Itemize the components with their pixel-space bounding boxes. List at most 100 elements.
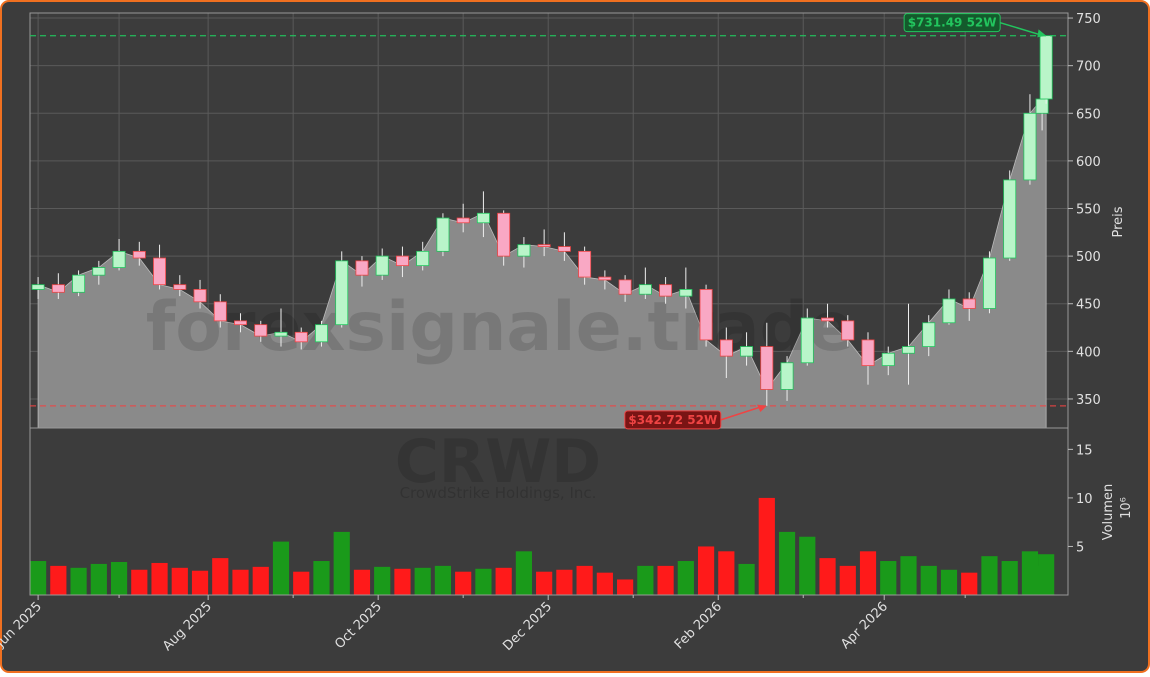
candle-body (274, 331, 288, 337)
volume-bar (151, 562, 168, 595)
candle-body (315, 324, 328, 343)
candle-body (254, 324, 268, 337)
volume-bar (617, 579, 634, 595)
y2-tick-label: 5 (1076, 540, 1084, 555)
volume-bar (252, 566, 269, 595)
volume-bar (556, 569, 573, 595)
candle-body (679, 289, 693, 297)
volume-bar (232, 569, 249, 595)
volume-bar (738, 563, 755, 595)
y-tick-label: 500 (1076, 250, 1101, 265)
volume-bar (536, 571, 553, 595)
volume-bar (940, 569, 958, 595)
candle-body (1003, 179, 1017, 259)
y-tick-label: 400 (1076, 345, 1101, 360)
y-tick-label: 550 (1076, 203, 1101, 218)
candle-body (740, 346, 754, 357)
candle-body (618, 279, 632, 295)
y-tick-label: 700 (1076, 60, 1101, 75)
candle-body (456, 217, 470, 224)
volume-bar (718, 551, 735, 595)
y2-scale: 10⁶ (1119, 497, 1134, 519)
candle-body (699, 289, 713, 341)
candle-body (92, 267, 106, 276)
volume-bar (333, 531, 350, 595)
annotation-label: $731.49 52W (908, 16, 997, 30)
y2-tick-label: 10 (1076, 492, 1093, 507)
candle-body (659, 284, 673, 297)
y-tick-label: 600 (1076, 155, 1101, 170)
candle-body (557, 246, 571, 252)
volume-bar (475, 568, 492, 595)
candle-body (436, 217, 450, 252)
volume-bar (677, 561, 694, 595)
y-label: Preis (1111, 206, 1126, 237)
volume-bar (70, 567, 87, 595)
candle-body (760, 346, 774, 390)
volume-bar (455, 571, 472, 595)
volume-bar (171, 567, 188, 595)
volume-bar (434, 565, 452, 595)
volume-bar (839, 565, 856, 595)
candle-body (517, 244, 531, 257)
candle-body (922, 322, 936, 347)
arrow-head (1037, 29, 1047, 38)
annotation-arrow (720, 405, 765, 421)
candle-body (1039, 35, 1053, 100)
y-tick-label: 750 (1076, 12, 1101, 27)
candle-body (375, 255, 389, 276)
candle-body (578, 250, 592, 278)
candle-body (395, 255, 409, 267)
candle-body (719, 339, 733, 357)
volume-bar (495, 567, 512, 595)
volume-bar (637, 565, 654, 595)
volume-bar (90, 563, 107, 595)
volume-bar (657, 565, 674, 595)
ticker-watermark: CRWD (395, 427, 601, 497)
candle-body (335, 260, 349, 326)
volume-bar (920, 565, 937, 595)
candle-body (112, 250, 126, 268)
candle-body (497, 212, 511, 257)
volume-bar (778, 531, 796, 595)
candle-body (881, 352, 895, 367)
volume-bar (293, 571, 310, 595)
volume-bar (900, 556, 917, 595)
volume-bar (576, 565, 593, 595)
candle-body (31, 284, 45, 290)
volume-bar (697, 546, 715, 595)
candle-body (861, 339, 875, 367)
volume-bar (212, 558, 229, 595)
volume-bar (191, 570, 209, 595)
candle-body (1023, 112, 1037, 181)
candle-body (598, 276, 612, 281)
candle-body (821, 317, 834, 322)
volume-bar (799, 536, 816, 595)
annotation-box (903, 13, 1001, 33)
volume-bar (30, 561, 47, 595)
volume-bar (1001, 561, 1018, 595)
annotation-arrow (999, 21, 1044, 37)
volume-bar (131, 569, 148, 595)
volume-bar (1038, 554, 1055, 595)
volume-bar (394, 568, 411, 595)
volume-bar (961, 572, 978, 595)
y-tick-label: 450 (1076, 298, 1101, 313)
volume-bar (374, 566, 391, 595)
volume-bar (353, 569, 371, 595)
volume-bar (515, 551, 532, 595)
volume-panel (29, 427, 1069, 596)
candle-body (841, 320, 855, 341)
candle-body (355, 260, 369, 276)
candle-body (638, 284, 652, 295)
volume-bar (110, 561, 128, 595)
y-tick-label: 650 (1076, 107, 1101, 122)
annotation-label: $342.72 52W (628, 413, 717, 427)
candle-body (416, 250, 430, 267)
volume-bar (880, 561, 897, 595)
volume-bar (819, 558, 836, 595)
candle-body (902, 346, 915, 354)
y2-label: Volumen (1101, 484, 1116, 541)
candle-body (294, 331, 308, 343)
